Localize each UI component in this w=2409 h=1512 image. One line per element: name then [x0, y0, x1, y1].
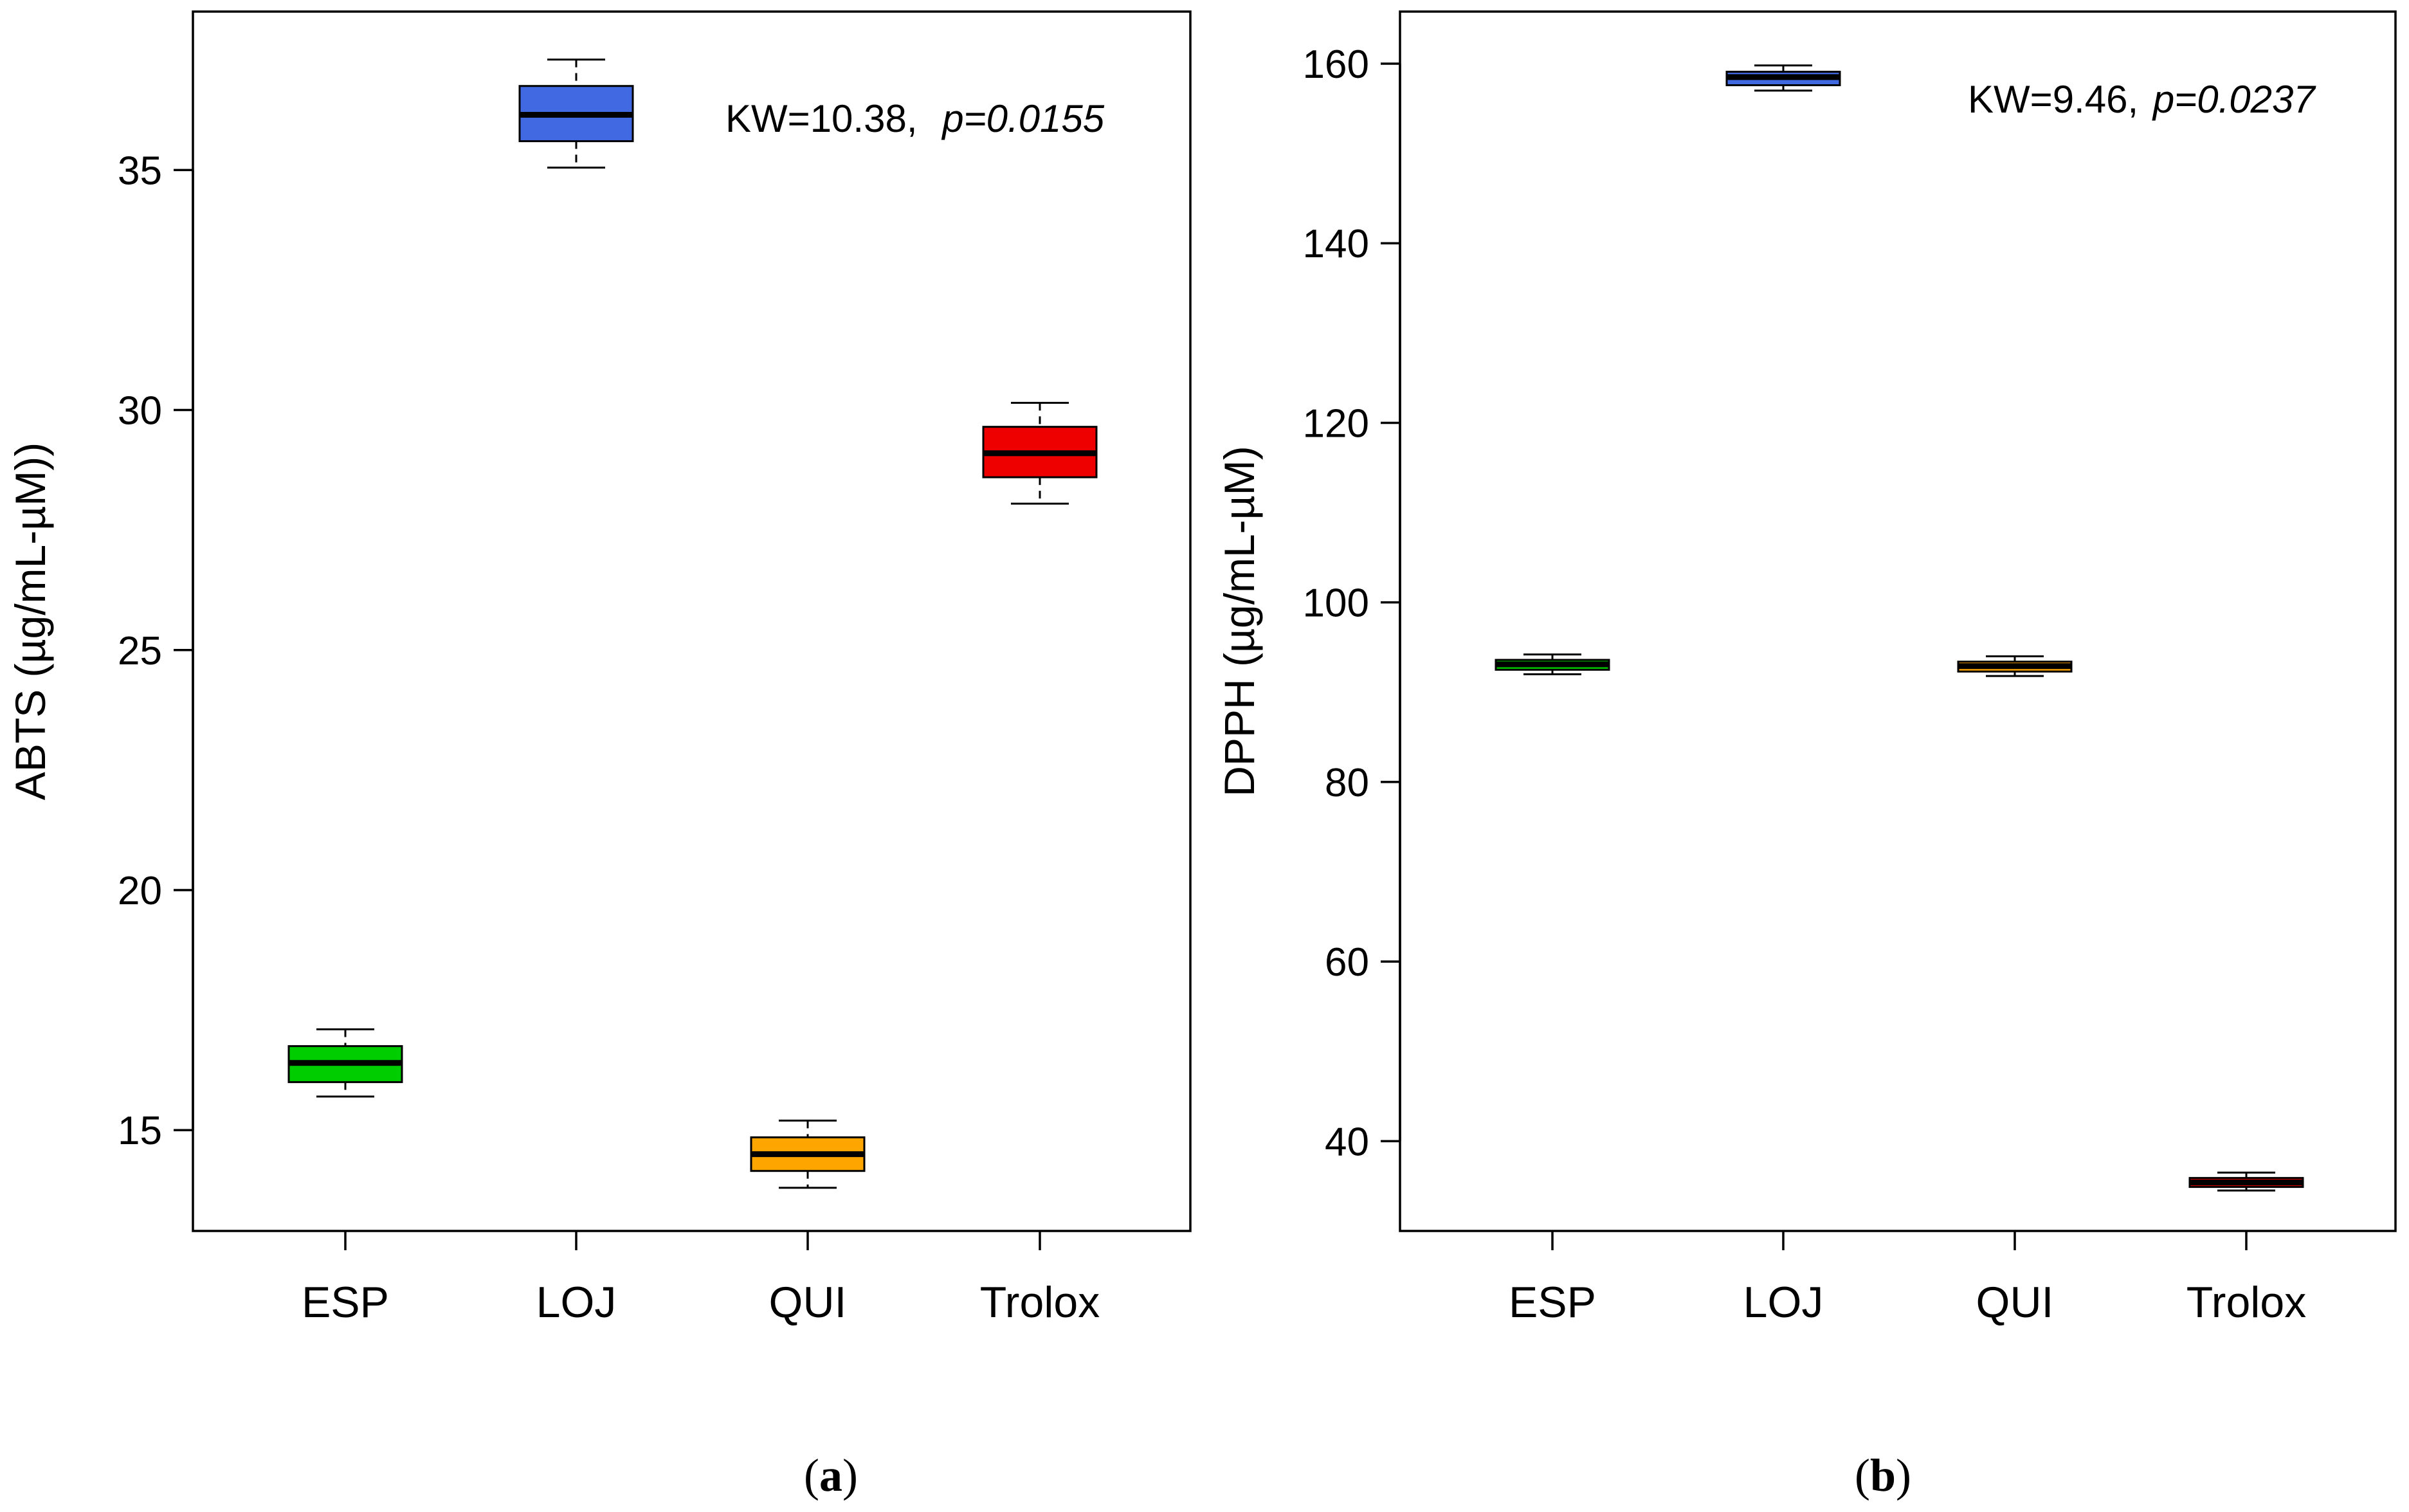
y-tick-label: 30 [118, 389, 162, 433]
x-axis-a: ESP LOJ QUI Trolox [302, 1231, 1100, 1327]
x-tick-label: QUI [1976, 1278, 2054, 1327]
box-esp [1495, 653, 1610, 675]
box-loj [518, 59, 634, 169]
panel-letter-b: b [1870, 1450, 1896, 1501]
x-tick-label: LOJ [1743, 1278, 1824, 1327]
box-esp [287, 1028, 403, 1098]
y-axis-title-a: ABTS (µg/mL-µM)) [6, 442, 54, 800]
panel-letter-a: a [819, 1450, 842, 1501]
x-tick-label: LOJ [536, 1278, 617, 1327]
x-tick-label: QUI [769, 1278, 847, 1327]
panel-label-a: (a) [804, 1450, 858, 1501]
y-tick-label: 160 [1303, 42, 1369, 87]
y-tick-label: 120 [1303, 401, 1369, 446]
annotation-b: KW=9.46, p=0.0237 [1968, 78, 2316, 121]
panel-label-b: (b) [1855, 1450, 1911, 1501]
y-tick-label: 25 [118, 629, 162, 673]
x-axis-b: ESP LOJ QUI Trolox [1509, 1231, 2306, 1327]
y-axis-title-b: DPPH (µg/mL-µM) [1215, 446, 1263, 796]
y-tick-label: 15 [118, 1109, 162, 1153]
annotation-kw-a: KW=10.38, [725, 97, 918, 140]
box-qui [750, 1119, 866, 1189]
y-tick-label: 80 [1325, 761, 1369, 805]
annotation-p-b: p=0.0237 [2152, 78, 2317, 121]
box-trolox [2188, 1171, 2304, 1192]
boxes-a [287, 59, 1098, 1189]
box-trolox [982, 401, 1098, 505]
annotation-p-a: p=0.0155 [941, 97, 1105, 140]
plot-frame-b [1399, 10, 2397, 1232]
y-tick-label: 20 [118, 869, 162, 913]
panel-b: 40 60 80 100 120 140 160 ESP LOJ QUI Trolox DPPH … [1215, 10, 2397, 1501]
box-qui [1957, 655, 2073, 677]
y-tick-label: 100 [1303, 581, 1369, 626]
panel-a: 15 20 25 30 35 ESP LOJ QUI Trolox ABTS (µg/mL-µ… [6, 10, 1192, 1501]
annotation-a: KW=10.38, p=0.0155 [725, 97, 1105, 140]
y-tick-label: 60 [1325, 940, 1369, 985]
boxes-b [1495, 64, 2304, 1192]
y-tick-label: 140 [1303, 222, 1369, 266]
y-tick-label: 35 [118, 149, 162, 193]
box-loj [1725, 64, 1841, 92]
y-tick-label: 40 [1325, 1120, 1369, 1164]
x-tick-label: Trolox [980, 1278, 1100, 1327]
y-axis-b: 40 60 80 100 120 140 160 [1303, 42, 1401, 1164]
x-tick-label: ESP [302, 1278, 389, 1327]
y-axis-a: 15 20 25 30 35 [118, 149, 194, 1153]
x-tick-label: Trolox [2186, 1278, 2306, 1327]
x-tick-label: ESP [1509, 1278, 1596, 1327]
annotation-kw-b: KW=9.46, [1968, 78, 2138, 121]
